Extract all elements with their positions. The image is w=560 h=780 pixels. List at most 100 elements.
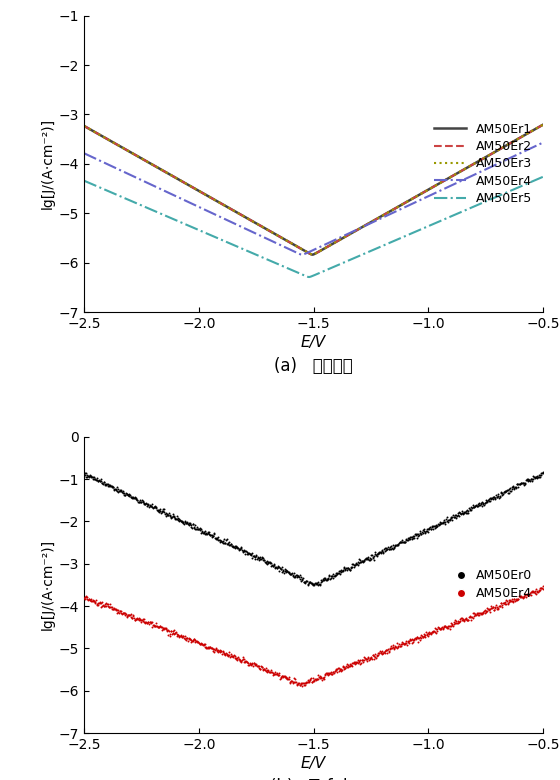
AM50Er4 [447,617,456,629]
AM50Er4 [340,662,349,675]
AM50Er0 [133,493,142,505]
AM50Er0 [197,524,206,537]
AM50Er0 [510,482,519,495]
AM50Er4 [333,665,342,678]
AM50Er0 [488,492,497,505]
AM50Er0 [261,555,270,568]
AM50Er0 [260,555,269,568]
AM50Er4 [132,612,141,625]
AM50Er4 [444,622,452,634]
AM50Er4 [507,593,516,605]
AM50Er4 [185,633,194,645]
AM50Er0 [489,493,498,505]
AM50Er4 [263,664,272,676]
AM50Er0 [260,554,269,566]
AM50Er4 [532,583,541,596]
AM50Er4 [337,663,346,675]
AM50Er4 [501,598,510,611]
AM50Er0 [493,491,502,503]
Y-axis label: lg[J/(A·cm⁻²)]: lg[J/(A·cm⁻²)] [40,540,54,630]
AM50Er4 [224,649,233,661]
AM50Er4 [101,597,110,610]
AM50Er4 [288,676,297,689]
AM50Er0 [162,509,171,521]
AM50Er4 [538,582,547,594]
AM50Er4 [446,620,455,633]
AM50Er0 [267,560,276,573]
AM50Er4 [511,594,520,606]
AM50Er0 [129,491,138,504]
AM50Er4 [174,630,183,643]
AM50Er0 [407,531,416,544]
AM50Er0 [343,562,352,574]
AM50Er0 [135,495,144,508]
AM50Er4 [473,609,482,622]
AM50Er4 [475,607,484,619]
AM50Er2 [288,239,295,248]
AM50Er4 [226,647,235,660]
AM50Er0 [263,558,272,570]
AM50Er4 [194,637,203,650]
AM50Er0 [128,492,137,505]
AM50Er4 [298,676,307,689]
AM50Er4 [379,647,388,659]
AM50Er4 [192,635,201,647]
AM50Er4 [302,675,311,688]
AM50Er4 [177,630,186,643]
AM50Er0 [328,569,337,582]
AM50Er4 [254,660,263,672]
AM50Er0 [127,491,136,503]
AM50Er4 [489,604,498,616]
AM50Er0 [430,519,438,532]
AM50Er0 [105,480,114,492]
AM50Er4 [450,618,459,630]
AM50Er4 [167,626,176,638]
AM50Er4 [181,630,190,643]
AM50Er4 [228,650,237,662]
AM50Er0 [146,500,155,512]
AM50Er0 [209,530,218,542]
AM50Er4 [441,620,450,633]
AM50Er4 [510,593,519,605]
AM50Er4 [96,601,105,613]
AM50Er4 [436,623,445,636]
AM50Er0 [100,477,109,490]
AM50Er0 [223,537,232,550]
AM50Er4 [390,642,399,654]
AM50Er4 [260,663,269,675]
AM50Er0 [156,505,165,517]
AM50Er0 [254,552,263,565]
AM50Er0 [490,491,499,504]
AM50Er0 [236,541,245,553]
AM50Er4 [338,665,347,677]
Legend: AM50Er1, AM50Er2, AM50Er3, AM50Er4, AM50Er5: AM50Er1, AM50Er2, AM50Er3, AM50Er4, AM50… [430,118,537,210]
AM50Er0 [255,553,264,566]
AM50Er0 [333,567,342,580]
AM50Er0 [464,505,473,517]
AM50Er4 [479,604,488,617]
AM50Er0 [180,516,189,528]
AM50Er0 [428,520,437,533]
AM50Er0 [415,526,424,539]
AM50Er4 [400,637,409,650]
AM50Er4 [200,640,209,653]
AM50Er0 [191,523,200,535]
AM50Er0 [111,483,120,495]
AM50Er4 [405,636,414,649]
AM50Er0 [354,557,363,569]
AM50Er4 [470,608,479,621]
AM50Er2 [388,206,395,215]
AM50Er0 [235,544,244,556]
AM50Er0 [129,492,138,505]
AM50Er4 [97,597,106,610]
AM50Er2 [81,121,87,130]
AM50Er4 [327,668,336,680]
AM50Er4 [228,650,237,662]
AM50Er0 [83,469,92,481]
AM50Er4 [324,667,333,679]
AM50Er0 [253,553,262,566]
AM50Er4 [363,654,372,667]
AM50Er0 [155,503,164,516]
AM50Er4 [118,608,127,620]
AM50Er4 [512,593,521,605]
